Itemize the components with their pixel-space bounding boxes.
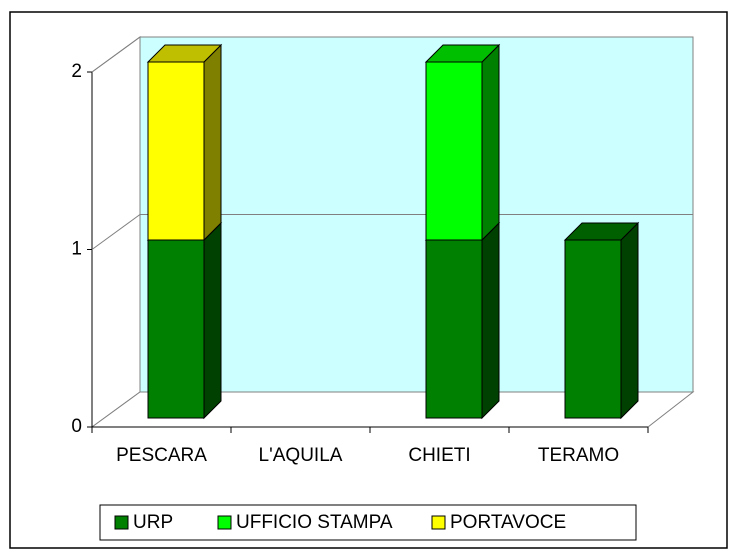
bar-top	[563, 222, 640, 241]
legend-label: UFFICIO STAMPA	[236, 512, 393, 533]
grid-line	[91, 214, 693, 250]
bar-side	[481, 43, 500, 242]
x-tick-label: TERAMO	[538, 445, 619, 466]
bar-front	[425, 239, 483, 419]
bar-front	[564, 239, 622, 419]
bar-front	[147, 61, 205, 241]
bar-side	[203, 43, 222, 242]
bar-front	[147, 239, 205, 419]
bar-segment	[146, 221, 223, 420]
bar-segment	[563, 221, 640, 420]
y-tick-label: 2	[71, 61, 82, 82]
legend-swatch	[431, 515, 446, 530]
x-tick-label: PESCARA	[116, 445, 207, 466]
legend-box	[99, 504, 637, 541]
bar-side	[620, 221, 639, 420]
legend-label: URP	[133, 512, 173, 533]
x-tick-label: CHIETI	[408, 445, 470, 466]
y-tick-label: 0	[71, 416, 82, 437]
bar-front	[425, 61, 483, 241]
legend-swatch	[114, 515, 129, 530]
legend-label: PORTAVOCE	[450, 512, 566, 533]
x-tick-label: L'AQUILA	[259, 445, 343, 466]
bar-segment	[146, 43, 223, 242]
legend-swatch	[217, 515, 232, 530]
bar-segment	[424, 221, 501, 420]
y-tick-label: 1	[71, 239, 82, 260]
bar-side	[203, 221, 222, 420]
grid-line	[91, 36, 693, 73]
bar-side	[481, 221, 500, 420]
bar-top	[424, 44, 501, 63]
bar-segment	[424, 43, 501, 242]
bar-top	[146, 44, 223, 63]
